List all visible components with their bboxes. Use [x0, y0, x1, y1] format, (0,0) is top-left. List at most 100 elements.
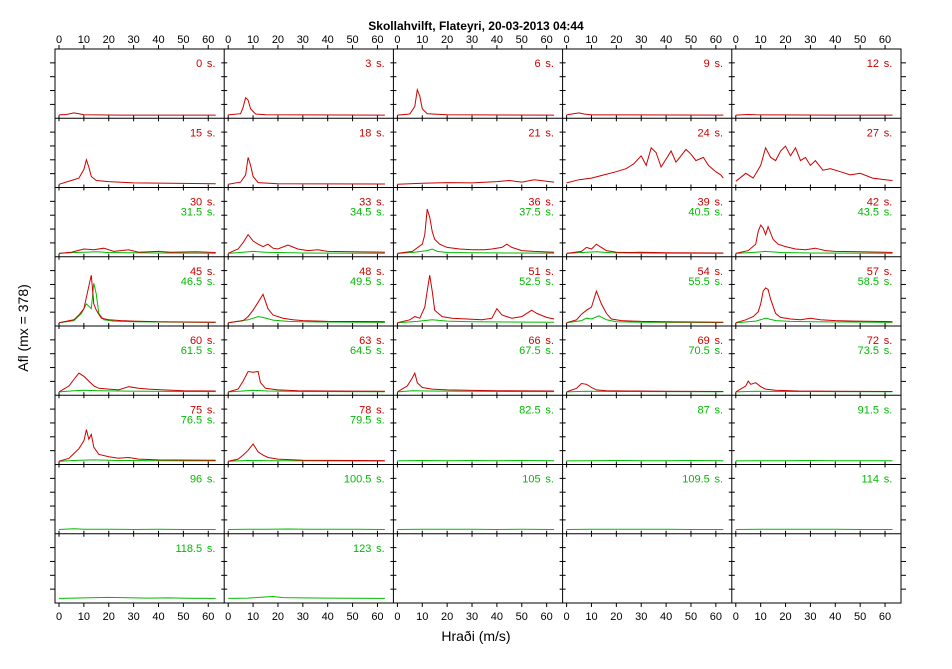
x-tick-label-bottom: 50 [685, 611, 697, 623]
red-time-unit: s. [207, 127, 216, 139]
green-time-label: 96 [190, 474, 202, 486]
green-time-label: 31.5 [181, 207, 202, 219]
green-time-unit: s. [376, 276, 385, 288]
red-time-label: 78 [359, 404, 371, 416]
red-time-label: 0 [196, 58, 202, 70]
x-tick-label-bottom: 10 [78, 611, 90, 623]
green-time-label: 58.5 [858, 276, 879, 288]
green-time-unit: s. [376, 414, 385, 426]
x-tick-label-top: 30 [128, 34, 140, 46]
green-time-unit: s. [207, 207, 216, 219]
red-time-label: 15 [190, 127, 202, 139]
red-time-label: 3 [365, 58, 371, 70]
green-time-unit: s. [715, 207, 724, 219]
x-axis-label: Hraði (m/s) [441, 628, 510, 644]
y-axis-label: Afl (mx = 378) [15, 284, 31, 372]
panel: 60 s. 61.5 s. [58, 335, 216, 393]
green-time-unit: s. [207, 474, 216, 486]
green-time-label: 76.5 [181, 414, 202, 426]
green-time-unit: s. [715, 474, 724, 486]
x-tick-label-top: 20 [610, 34, 622, 46]
red-time-label: 33 [359, 197, 371, 209]
red-time-unit: s. [545, 127, 554, 139]
x-tick-label-top: 10 [247, 34, 259, 46]
panel: 9 s. [566, 58, 724, 116]
x-tick-label-bottom: 0 [564, 611, 570, 623]
panel: 75 s. 76.5 s. [58, 404, 216, 462]
green-time-unit: s. [884, 404, 893, 416]
green-series-line [735, 317, 893, 324]
x-tick-label-bottom: 50 [346, 611, 358, 623]
x-tick-label-top: 50 [346, 34, 358, 46]
red-series-line [58, 429, 216, 462]
x-tick-label-bottom: 30 [466, 611, 478, 623]
panel: 24 s. [566, 127, 724, 184]
x-tick-label-top: 30 [466, 34, 478, 46]
red-series-line [58, 112, 216, 116]
panel: 39 s. 40.5 s. [566, 197, 724, 254]
green-time-label: 49.5 [350, 276, 371, 288]
red-series-line [735, 380, 893, 393]
x-tick-label-top: 40 [491, 34, 503, 46]
red-time-unit: s. [376, 266, 385, 278]
x-tick-label-bottom: 10 [585, 611, 597, 623]
green-time-unit: s. [207, 345, 216, 357]
panel: 45 s. 46.5 s. [58, 266, 216, 324]
x-tick-label-bottom: 0 [394, 611, 400, 623]
red-series-line [735, 224, 893, 254]
green-time-label: 82.5 [519, 404, 540, 416]
red-time-label: 72 [867, 335, 879, 347]
panel: 91.5 s. [735, 404, 893, 462]
x-tick-label-bottom: 50 [516, 611, 528, 623]
green-time-unit: s. [207, 276, 216, 288]
red-time-unit: s. [884, 266, 893, 278]
x-tick-label-top: 50 [854, 34, 866, 46]
green-time-label: 73.5 [858, 345, 879, 357]
green-time-label: 79.5 [350, 414, 371, 426]
red-time-unit: s. [545, 335, 554, 347]
x-tick-label-bottom: 10 [416, 611, 428, 623]
red-series-line [228, 96, 385, 116]
x-tick-label-top: 30 [804, 34, 816, 46]
red-time-label: 36 [528, 197, 540, 209]
green-time-label: 70.5 [688, 345, 709, 357]
x-tick-label-bottom: 40 [829, 611, 841, 623]
panel: 33 s. 34.5 s. [228, 197, 385, 254]
red-time-unit: s. [376, 404, 385, 416]
x-tick-label-bottom: 30 [297, 611, 309, 623]
red-series-line [397, 371, 555, 393]
panel: 96 s. [58, 474, 216, 531]
red-time-unit: s. [376, 127, 385, 139]
x-tick-label-bottom: 40 [152, 611, 164, 623]
x-tick-label-top: 30 [297, 34, 309, 46]
green-time-label: 91.5 [858, 404, 879, 416]
red-time-unit: s. [207, 335, 216, 347]
x-tick-label-top: 0 [56, 34, 62, 46]
red-time-label: 57 [867, 266, 879, 278]
x-tick-label-bottom: 40 [322, 611, 334, 623]
red-series-line [58, 275, 216, 324]
red-time-label: 30 [190, 197, 202, 209]
x-tick-label-top: 60 [879, 34, 891, 46]
red-series-line [566, 112, 724, 116]
x-tick-label-bottom: 20 [779, 611, 791, 623]
green-series-line [58, 459, 216, 462]
green-series-line [58, 596, 216, 599]
panel: 30 s. 31.5 s. [58, 197, 216, 254]
red-time-unit: s. [884, 197, 893, 209]
panel: 123 s. [228, 543, 385, 599]
panel: 51 s. 52.5 s. [397, 266, 555, 324]
green-series-line [228, 389, 385, 393]
panel: 21 s. [397, 127, 555, 185]
green-time-unit: s. [715, 276, 724, 288]
red-series-line [228, 293, 385, 324]
red-series-line [228, 443, 385, 462]
green-time-unit: s. [545, 474, 554, 486]
green-series-line [566, 251, 724, 254]
green-time-unit: s. [376, 345, 385, 357]
panel: 69 s. 70.5 s. [566, 335, 724, 393]
x-tick-label-bottom: 60 [879, 611, 891, 623]
panel: 57 s. 58.5 s. [735, 266, 893, 324]
red-series-line [228, 233, 385, 254]
x-tick-label-bottom: 60 [710, 611, 722, 623]
